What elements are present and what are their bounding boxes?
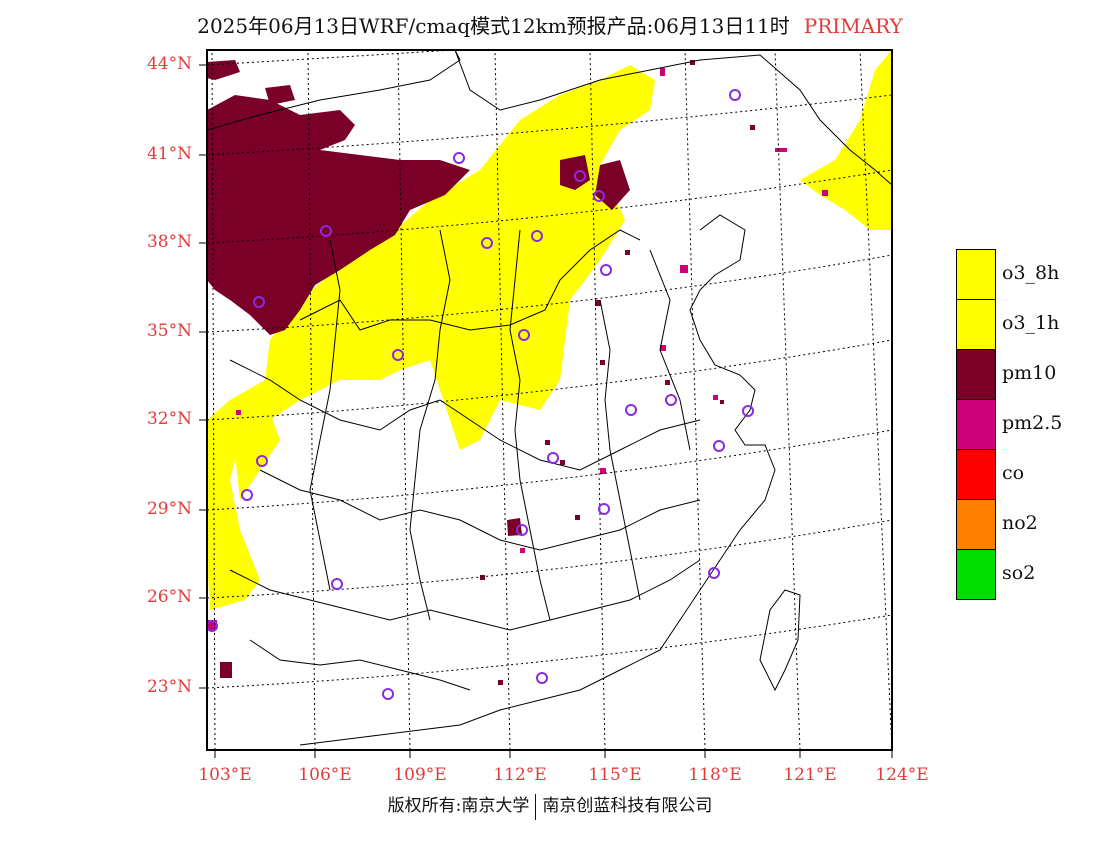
legend-swatch <box>956 349 996 400</box>
footer-left: 版权所有:南京大学 <box>387 796 530 816</box>
legend-swatch <box>956 299 996 350</box>
pm10-cells <box>480 60 755 685</box>
title-tag: PRIMARY <box>803 14 903 38</box>
lat-label-32: 32°N <box>146 409 192 429</box>
footer-divider <box>535 793 537 820</box>
boundary-lines <box>207 50 892 746</box>
pm25-cells <box>207 68 828 630</box>
lat-label-44: 44°N <box>146 54 192 74</box>
lat-label-29: 29°N <box>146 499 192 519</box>
legend-swatch <box>956 549 996 600</box>
lon-label-109: 109°E <box>393 765 447 785</box>
lon-label-121: 121°E <box>783 765 837 785</box>
o3-area <box>207 50 892 610</box>
lon-label-118: 118°E <box>688 765 742 785</box>
legend-swatch <box>956 449 996 500</box>
legend-label: co <box>1002 462 1025 484</box>
lon-label-103: 103°E <box>198 765 252 785</box>
station-markers <box>207 89 754 700</box>
legend-swatch <box>956 399 996 450</box>
legend-label: pm10 <box>1002 362 1057 384</box>
legend-label: pm2.5 <box>1002 412 1063 434</box>
legend-label: o3_1h <box>1002 312 1060 334</box>
lat-label-23: 23°N <box>146 677 192 697</box>
axis-ticks <box>199 64 893 758</box>
legend-label: no2 <box>1002 512 1038 534</box>
title-text: 2025年06月13日WRF/cmaq模式12km预报产品:06月13日11时 <box>197 14 790 38</box>
lon-label-112: 112°E <box>493 765 547 785</box>
map-frame <box>206 49 893 751</box>
copyright-footer: 版权所有:南京大学 南京创蓝科技有限公司 <box>0 791 1100 820</box>
legend-label: so2 <box>1002 562 1036 584</box>
map-title: 2025年06月13日WRF/cmaq模式12km预报产品:06月13日11时 P… <box>0 10 1100 39</box>
lon-label-115: 115°E <box>588 765 642 785</box>
lat-label-26: 26°N <box>146 587 192 607</box>
lat-label-38: 38°N <box>146 232 192 252</box>
legend-swatch <box>956 499 996 550</box>
lon-label-124: 124°E <box>875 765 929 785</box>
graticule <box>207 50 892 750</box>
lon-label-106: 106°E <box>298 765 352 785</box>
legend-label: o3_8h <box>1002 262 1060 284</box>
lat-label-41: 41°N <box>146 144 192 164</box>
legend-swatch <box>956 249 996 300</box>
lat-label-35: 35°N <box>146 321 192 341</box>
footer-right: 南京创蓝科技有限公司 <box>542 796 713 816</box>
